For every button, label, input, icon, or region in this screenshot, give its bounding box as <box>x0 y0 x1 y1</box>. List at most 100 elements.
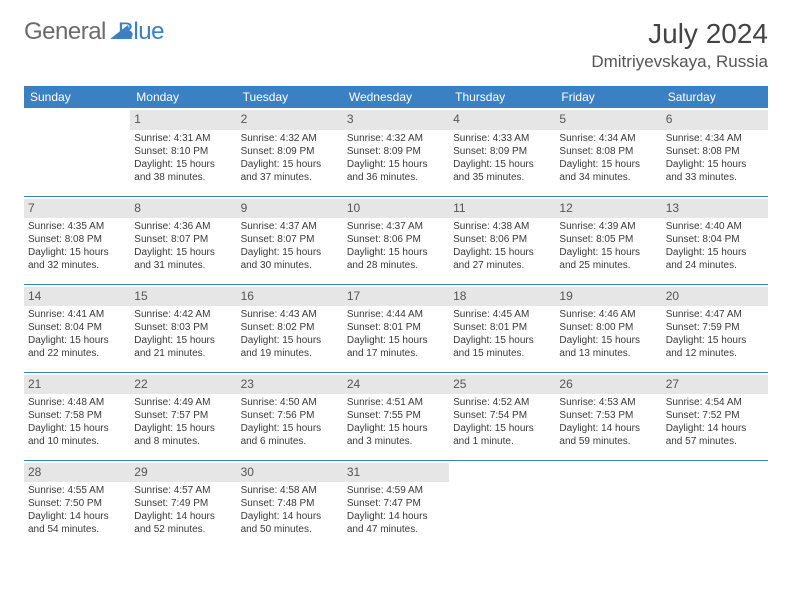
day-info: Sunrise: 4:57 AMSunset: 7:49 PMDaylight:… <box>134 484 232 536</box>
calendar-cell <box>662 460 768 548</box>
sunset-text: Sunset: 8:08 PM <box>666 145 764 158</box>
sunrise-text: Sunrise: 4:33 AM <box>453 132 551 145</box>
calendar-cell: 5Sunrise: 4:34 AMSunset: 8:08 PMDaylight… <box>555 108 661 196</box>
day-info: Sunrise: 4:48 AMSunset: 7:58 PMDaylight:… <box>28 396 126 448</box>
calendar-cell: 16Sunrise: 4:43 AMSunset: 8:02 PMDayligh… <box>237 284 343 372</box>
daylight-text: Daylight: 14 hours <box>241 510 339 523</box>
day-info: Sunrise: 4:47 AMSunset: 7:59 PMDaylight:… <box>666 308 764 360</box>
weekday-header: Saturday <box>662 86 768 108</box>
calendar-cell: 7Sunrise: 4:35 AMSunset: 8:08 PMDaylight… <box>24 196 130 284</box>
sunset-text: Sunset: 8:00 PM <box>559 321 657 334</box>
daylight-text: and 21 minutes. <box>134 347 232 360</box>
daylight-text: and 6 minutes. <box>241 435 339 448</box>
weekday-header: Friday <box>555 86 661 108</box>
sunset-text: Sunset: 7:48 PM <box>241 497 339 510</box>
sunrise-text: Sunrise: 4:41 AM <box>28 308 126 321</box>
calendar-cell: 20Sunrise: 4:47 AMSunset: 7:59 PMDayligh… <box>662 284 768 372</box>
daylight-text: Daylight: 15 hours <box>559 246 657 259</box>
calendar-cell: 26Sunrise: 4:53 AMSunset: 7:53 PMDayligh… <box>555 372 661 460</box>
day-number: 3 <box>343 110 449 130</box>
day-number: 7 <box>24 199 130 219</box>
daylight-text: and 38 minutes. <box>134 171 232 184</box>
day-number: 13 <box>662 199 768 219</box>
daylight-text: and 57 minutes. <box>666 435 764 448</box>
daylight-text: and 47 minutes. <box>347 523 445 536</box>
day-info: Sunrise: 4:34 AMSunset: 8:08 PMDaylight:… <box>666 132 764 184</box>
calendar-cell: 3Sunrise: 4:32 AMSunset: 8:09 PMDaylight… <box>343 108 449 196</box>
sunset-text: Sunset: 7:47 PM <box>347 497 445 510</box>
calendar-cell: 18Sunrise: 4:45 AMSunset: 8:01 PMDayligh… <box>449 284 555 372</box>
day-number: 16 <box>237 287 343 307</box>
day-info: Sunrise: 4:36 AMSunset: 8:07 PMDaylight:… <box>134 220 232 272</box>
sunrise-text: Sunrise: 4:32 AM <box>347 132 445 145</box>
daylight-text: and 10 minutes. <box>28 435 126 448</box>
daylight-text: and 34 minutes. <box>559 171 657 184</box>
calendar-cell: 15Sunrise: 4:42 AMSunset: 8:03 PMDayligh… <box>130 284 236 372</box>
sunrise-text: Sunrise: 4:34 AM <box>559 132 657 145</box>
day-info: Sunrise: 4:49 AMSunset: 7:57 PMDaylight:… <box>134 396 232 448</box>
sunset-text: Sunset: 8:10 PM <box>134 145 232 158</box>
calendar-cell: 13Sunrise: 4:40 AMSunset: 8:04 PMDayligh… <box>662 196 768 284</box>
sunrise-text: Sunrise: 4:42 AM <box>134 308 232 321</box>
sunrise-text: Sunrise: 4:51 AM <box>347 396 445 409</box>
sunrise-text: Sunrise: 4:37 AM <box>347 220 445 233</box>
day-number: 19 <box>555 287 661 307</box>
day-info: Sunrise: 4:38 AMSunset: 8:06 PMDaylight:… <box>453 220 551 272</box>
day-number: 6 <box>662 110 768 130</box>
sunrise-text: Sunrise: 4:34 AM <box>666 132 764 145</box>
daylight-text: and 25 minutes. <box>559 259 657 272</box>
day-number: 22 <box>130 375 236 395</box>
day-number: 27 <box>662 375 768 395</box>
day-number: 8 <box>130 199 236 219</box>
calendar-row: 14Sunrise: 4:41 AMSunset: 8:04 PMDayligh… <box>24 284 768 372</box>
daylight-text: and 19 minutes. <box>241 347 339 360</box>
daylight-text: and 28 minutes. <box>347 259 445 272</box>
day-number: 24 <box>343 375 449 395</box>
sunrise-text: Sunrise: 4:47 AM <box>666 308 764 321</box>
daylight-text: Daylight: 14 hours <box>28 510 126 523</box>
daylight-text: Daylight: 15 hours <box>28 334 126 347</box>
day-info: Sunrise: 4:43 AMSunset: 8:02 PMDaylight:… <box>241 308 339 360</box>
daylight-text: Daylight: 15 hours <box>666 334 764 347</box>
daylight-text: and 36 minutes. <box>347 171 445 184</box>
day-number: 29 <box>130 463 236 483</box>
sunrise-text: Sunrise: 4:43 AM <box>241 308 339 321</box>
sunrise-text: Sunrise: 4:44 AM <box>347 308 445 321</box>
daylight-text: and 1 minute. <box>453 435 551 448</box>
sunset-text: Sunset: 8:05 PM <box>559 233 657 246</box>
daylight-text: and 50 minutes. <box>241 523 339 536</box>
sunrise-text: Sunrise: 4:36 AM <box>134 220 232 233</box>
day-number: 9 <box>237 199 343 219</box>
day-info: Sunrise: 4:32 AMSunset: 8:09 PMDaylight:… <box>241 132 339 184</box>
day-number: 2 <box>237 110 343 130</box>
sunset-text: Sunset: 8:03 PM <box>134 321 232 334</box>
day-number: 10 <box>343 199 449 219</box>
day-info: Sunrise: 4:41 AMSunset: 8:04 PMDaylight:… <box>28 308 126 360</box>
day-number: 30 <box>237 463 343 483</box>
day-number: 23 <box>237 375 343 395</box>
calendar-cell <box>555 460 661 548</box>
sunset-text: Sunset: 8:04 PM <box>28 321 126 334</box>
sunset-text: Sunset: 8:09 PM <box>347 145 445 158</box>
calendar-cell: 31Sunrise: 4:59 AMSunset: 7:47 PMDayligh… <box>343 460 449 548</box>
calendar-cell: 14Sunrise: 4:41 AMSunset: 8:04 PMDayligh… <box>24 284 130 372</box>
calendar-cell: 12Sunrise: 4:39 AMSunset: 8:05 PMDayligh… <box>555 196 661 284</box>
sunrise-text: Sunrise: 4:35 AM <box>28 220 126 233</box>
sunrise-text: Sunrise: 4:55 AM <box>28 484 126 497</box>
sunset-text: Sunset: 7:53 PM <box>559 409 657 422</box>
sunset-text: Sunset: 8:01 PM <box>347 321 445 334</box>
day-number: 5 <box>555 110 661 130</box>
daylight-text: Daylight: 15 hours <box>347 422 445 435</box>
day-info: Sunrise: 4:50 AMSunset: 7:56 PMDaylight:… <box>241 396 339 448</box>
sunrise-text: Sunrise: 4:52 AM <box>453 396 551 409</box>
daylight-text: Daylight: 15 hours <box>453 246 551 259</box>
day-number: 17 <box>343 287 449 307</box>
calendar-cell: 28Sunrise: 4:55 AMSunset: 7:50 PMDayligh… <box>24 460 130 548</box>
sunset-text: Sunset: 8:09 PM <box>453 145 551 158</box>
daylight-text: Daylight: 15 hours <box>453 158 551 171</box>
location-subtitle: Dmitriyevskaya, Russia <box>591 52 768 72</box>
daylight-text: Daylight: 15 hours <box>241 334 339 347</box>
calendar-cell: 19Sunrise: 4:46 AMSunset: 8:00 PMDayligh… <box>555 284 661 372</box>
daylight-text: and 35 minutes. <box>453 171 551 184</box>
daylight-text: Daylight: 15 hours <box>241 422 339 435</box>
